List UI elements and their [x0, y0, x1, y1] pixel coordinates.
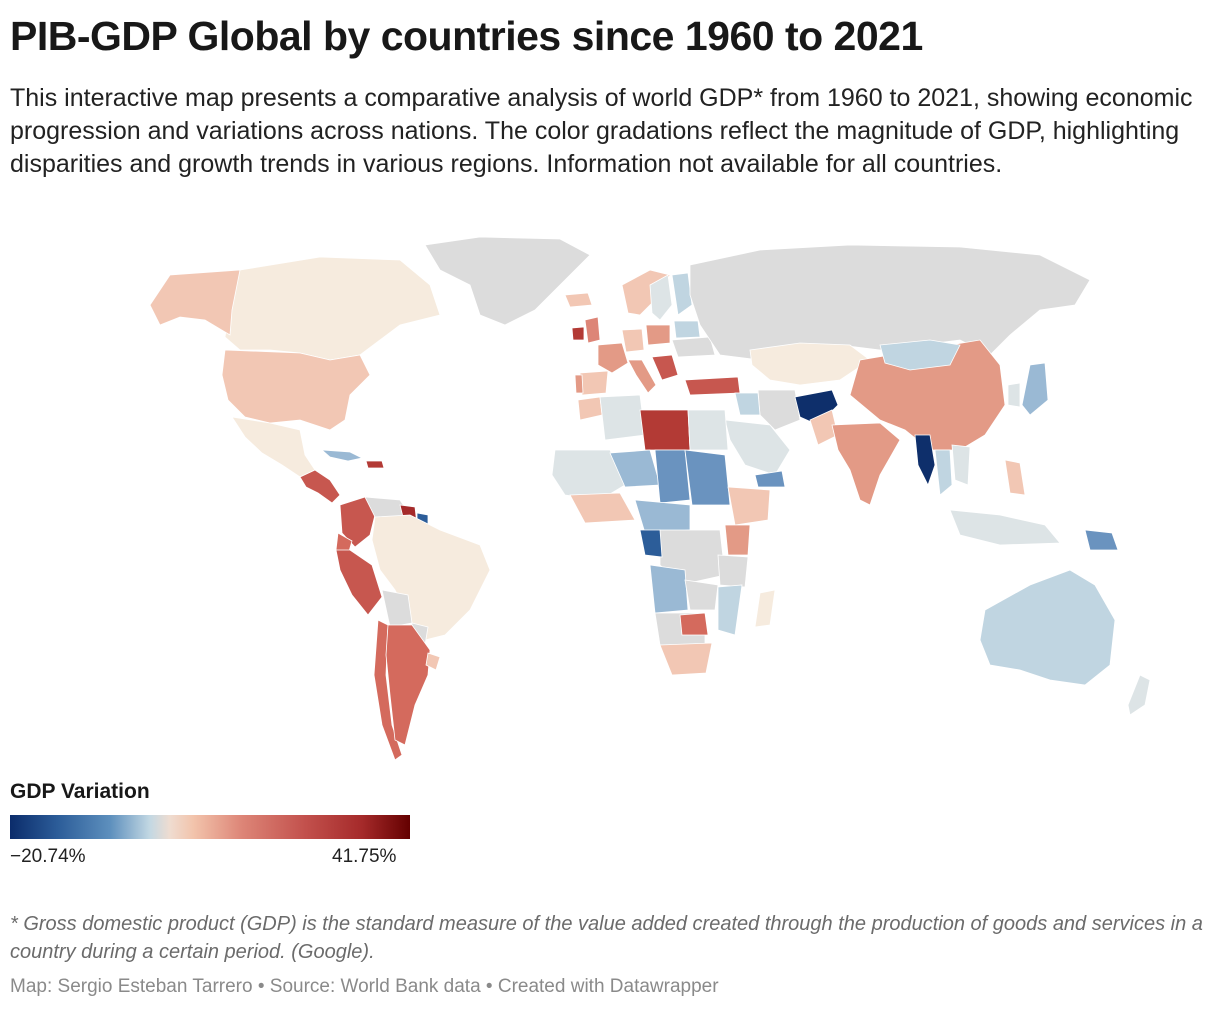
country-bolivia[interactable]: [381, 589, 413, 628]
country-ireland[interactable]: [571, 326, 585, 341]
country-ukraine[interactable]: [671, 336, 716, 358]
country-iraq-syria[interactable]: [734, 392, 761, 416]
country-argentina[interactable]: [385, 624, 431, 746]
country-russia[interactable]: [689, 244, 1091, 361]
country-philippines[interactable]: [1004, 459, 1026, 496]
country-cameroon-car[interactable]: [634, 499, 691, 534]
country-uk[interactable]: [584, 316, 601, 344]
country-australia[interactable]: [979, 569, 1116, 686]
country-chad[interactable]: [654, 449, 691, 504]
country-alaska[interactable]: [149, 269, 241, 336]
country-kenya[interactable]: [724, 524, 751, 556]
country-algeria[interactable]: [599, 394, 646, 441]
country-yemen[interactable]: [754, 470, 786, 488]
country-cuba[interactable]: [320, 449, 364, 462]
country-belarus[interactable]: [673, 320, 701, 339]
country-ethiopia[interactable]: [727, 486, 771, 526]
legend-min-label: −20.74%: [10, 846, 86, 867]
country-myanmar[interactable]: [914, 434, 936, 487]
country-angola[interactable]: [649, 564, 689, 614]
country-gulf-of-guinea[interactable]: [569, 492, 636, 524]
world-map[interactable]: [0, 225, 1220, 770]
map-title: PIB-GDP Global by countries since 1960 t…: [10, 13, 923, 59]
country-korea[interactable]: [1007, 382, 1021, 408]
country-egypt[interactable]: [687, 409, 729, 451]
country-kazakhstan[interactable]: [749, 342, 871, 386]
country-morocco[interactable]: [577, 396, 603, 421]
country-france[interactable]: [597, 342, 629, 374]
country-balkans[interactable]: [651, 354, 679, 381]
byline: Map: Sergio Esteban Tarrero • Source: Wo…: [10, 976, 719, 997]
country-mongolia[interactable]: [879, 339, 961, 371]
footnote: * Gross domestic product (GDP) is the st…: [10, 913, 1203, 963]
country-portugal[interactable]: [574, 374, 584, 394]
country-zimbabwe[interactable]: [679, 612, 709, 636]
country-finland[interactable]: [671, 272, 693, 316]
country-central-america[interactable]: [299, 469, 341, 504]
country-papua-new-guinea[interactable]: [1084, 529, 1119, 551]
country-libya[interactable]: [639, 409, 691, 451]
country-brazil[interactable]: [371, 514, 491, 641]
country-japan[interactable]: [1021, 362, 1049, 416]
country-zambia[interactable]: [684, 579, 719, 611]
country-poland[interactable]: [645, 324, 671, 346]
country-congo[interactable]: [639, 529, 663, 558]
country-vietnam[interactable]: [951, 444, 971, 486]
country-thailand[interactable]: [934, 449, 953, 496]
country-china[interactable]: [849, 339, 1006, 451]
country-germany[interactable]: [621, 328, 645, 353]
legend-color-scale: [10, 815, 410, 839]
country-south-africa[interactable]: [659, 642, 713, 676]
country-hispaniola[interactable]: [365, 460, 385, 469]
country-peru[interactable]: [335, 549, 383, 616]
legend-max-label: 41.75%: [332, 846, 397, 867]
country-usa[interactable]: [221, 349, 371, 431]
country-mexico[interactable]: [231, 416, 316, 478]
country-canada[interactable]: [224, 256, 441, 361]
country-madagascar[interactable]: [754, 589, 776, 628]
country-indonesia[interactable]: [949, 509, 1061, 546]
country-greenland[interactable]: [424, 236, 591, 326]
country-sudan[interactable]: [684, 449, 731, 506]
country-italy[interactable]: [627, 359, 657, 394]
country-iceland[interactable]: [564, 292, 593, 308]
country-uruguay[interactable]: [425, 652, 441, 671]
country-india[interactable]: [831, 422, 901, 506]
country-spain[interactable]: [579, 370, 609, 396]
country-tanzania[interactable]: [717, 554, 749, 588]
map-description: This interactive map presents a comparat…: [10, 84, 1193, 178]
country-new-zealand[interactable]: [1127, 674, 1151, 716]
country-mozambique[interactable]: [717, 584, 743, 636]
legend-title: GDP Variation: [10, 780, 150, 803]
country-turkey[interactable]: [684, 376, 741, 396]
country-sweden[interactable]: [649, 274, 673, 321]
